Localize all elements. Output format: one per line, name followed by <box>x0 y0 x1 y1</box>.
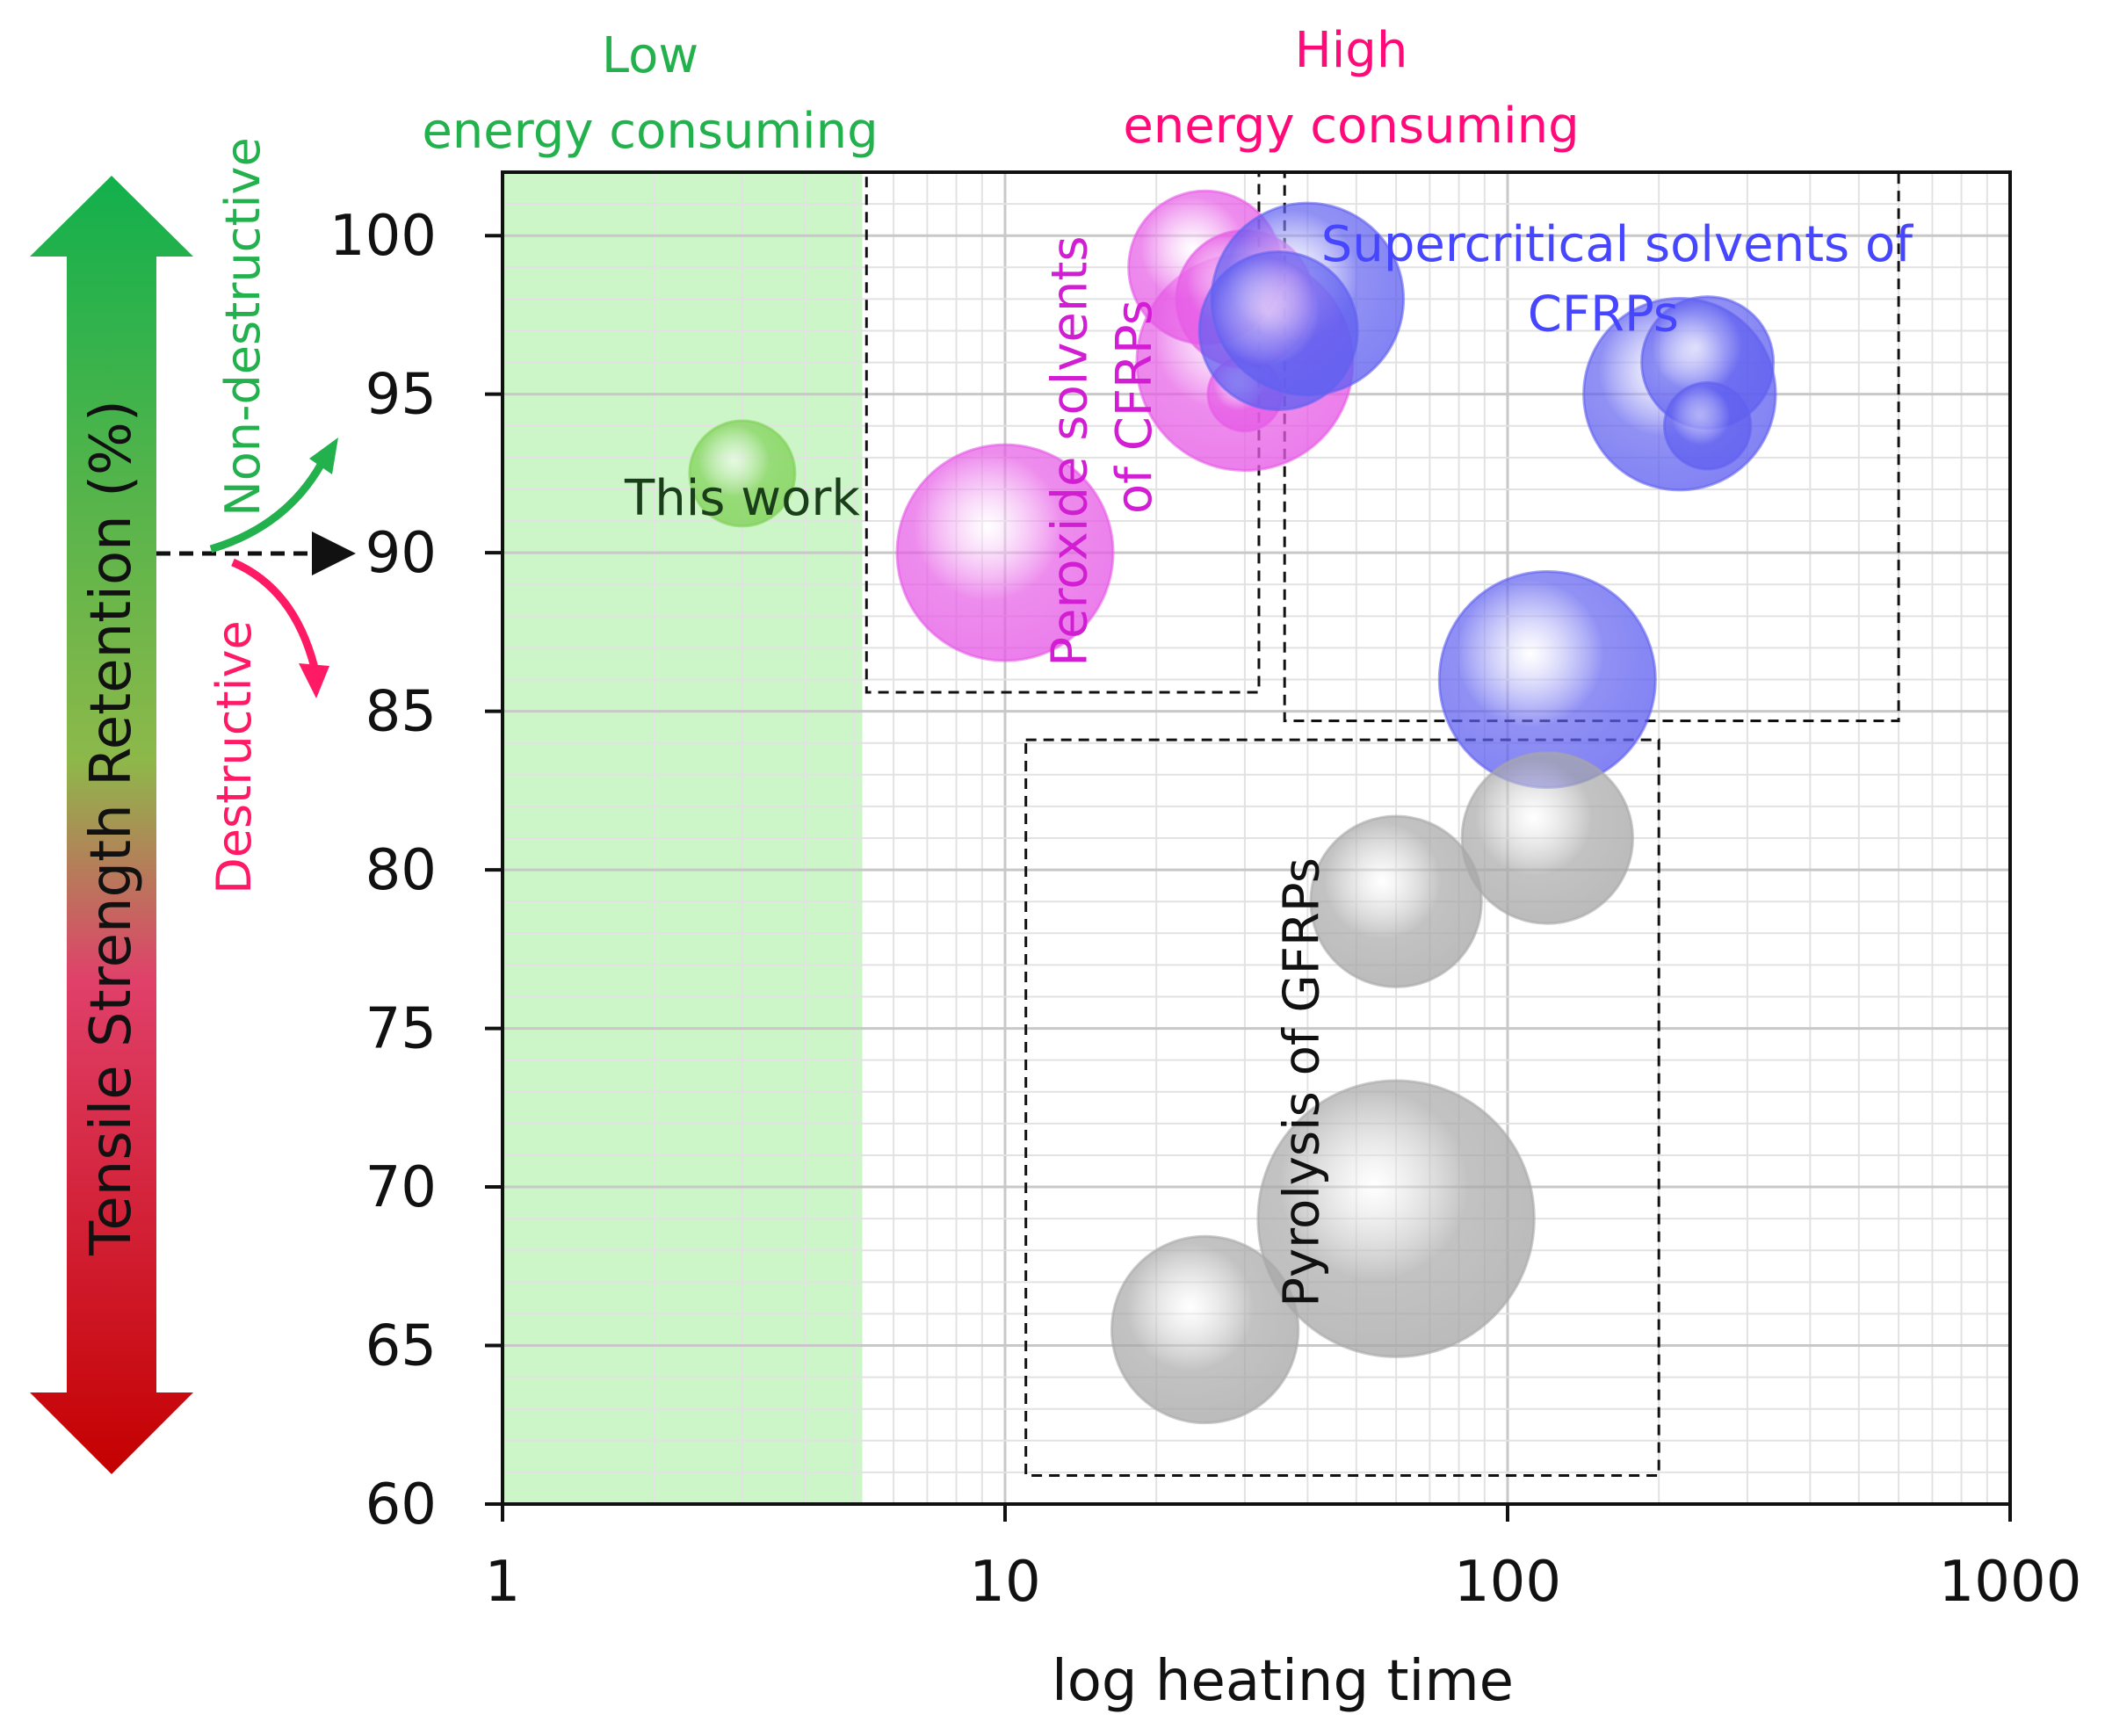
y-tick-label-0: 60 <box>365 1472 437 1537</box>
axes: 1 10 100 1000 60 65 70 75 80 85 90 95 100 <box>329 204 2082 1615</box>
label-pyrolysis: Pyrolysis of GFRPs <box>1273 857 1330 1307</box>
destructive-curve-arrow <box>231 558 329 698</box>
y-tick-label-1: 65 <box>365 1314 437 1379</box>
high-energy-label-line1: High <box>1295 22 1408 79</box>
bubbles <box>688 189 1777 1425</box>
bubble-0-0 <box>688 419 797 528</box>
group-box-3 <box>1024 738 1660 1478</box>
high-energy-label-line2: energy consuming <box>1123 98 1579 155</box>
non-destructive-label: Non-destructive <box>215 137 271 516</box>
x-tick-label-3: 1000 <box>1939 1550 2082 1615</box>
y-tick-label-5: 85 <box>365 680 437 745</box>
x-tick-label-0: 1 <box>485 1550 521 1615</box>
y-tick-label-7: 95 <box>365 363 437 428</box>
label-peroxide-line2: of CFRPs <box>1106 300 1163 514</box>
low-energy-label: Low energy consuming <box>422 27 878 160</box>
plot-frame <box>501 170 2012 1506</box>
y-tick-label-6: 90 <box>365 521 437 586</box>
label-this-work: This work <box>624 470 860 527</box>
bubble-2-4 <box>1662 381 1753 471</box>
y-tick-label-8: 100 <box>329 204 437 269</box>
bubble-3-3 <box>1110 1234 1300 1425</box>
retention-arrow: Tensile Strength Retention (%) <box>30 176 193 1474</box>
y-tick-label-3: 75 <box>365 997 437 1062</box>
label-supercritical-line1: Supercritical solvents of <box>1321 216 1913 273</box>
low-energy-label-line2: energy consuming <box>422 103 878 160</box>
group-labels: This work Peroxide solvents of CFRPs Superc… <box>624 216 1913 1307</box>
y-axis-title: Tensile Strength Retention (%) <box>79 400 144 1256</box>
bubble-3-1 <box>1460 751 1634 925</box>
label-peroxide-line1: Peroxide solvents <box>1041 235 1098 666</box>
bubble-3-0 <box>1309 814 1483 988</box>
high-energy-label: High energy consuming <box>1123 22 1579 155</box>
y-tick-label-2: 70 <box>365 1155 437 1220</box>
retention-arrow-shape <box>30 176 193 1474</box>
non-destructive-curve-arrow <box>209 438 338 553</box>
bubble-3-2 <box>1256 1079 1536 1358</box>
label-supercritical-line2: CFRPs <box>1528 286 1679 343</box>
x-axis-title: log heating time <box>1052 1649 1514 1714</box>
destructive-label: Destructive <box>206 620 262 894</box>
x-tick-label-2: 100 <box>1454 1550 1561 1615</box>
bubble-1-0 <box>895 443 1115 662</box>
y-tick-label-4: 80 <box>365 838 437 903</box>
bubble-2-1 <box>1197 250 1359 411</box>
low-energy-label-line1: Low <box>602 27 698 84</box>
x-tick-label-1: 10 <box>969 1550 1040 1615</box>
